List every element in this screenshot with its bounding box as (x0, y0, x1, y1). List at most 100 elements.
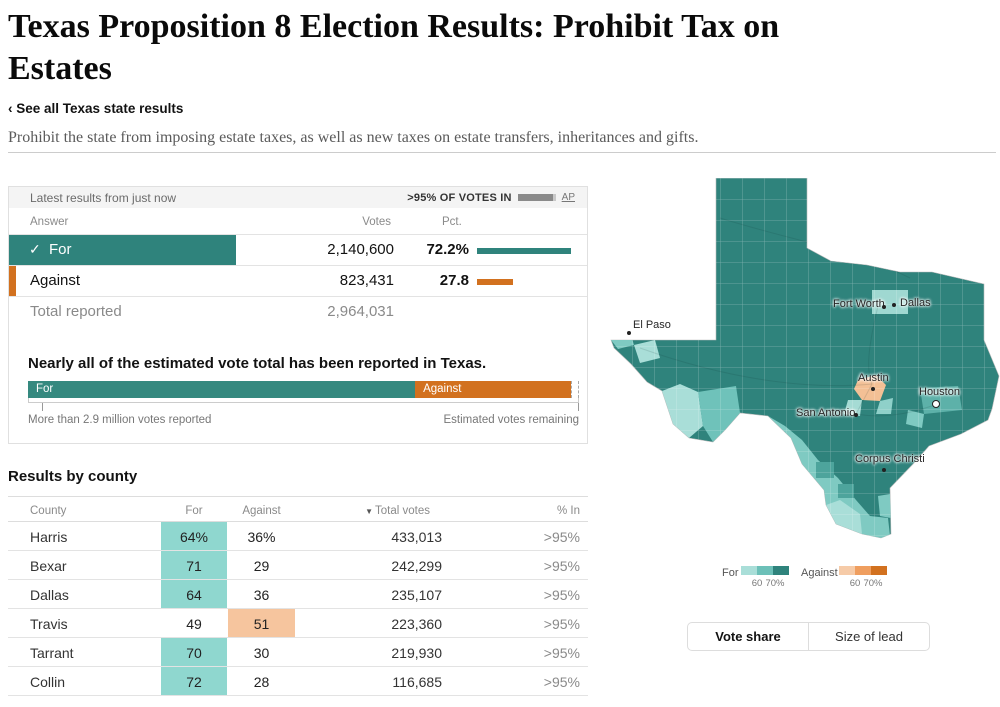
city-label: Austin (858, 372, 889, 384)
pct-in-cell: >95% (543, 587, 580, 603)
legend-swatch-against-1 (839, 566, 855, 575)
for-column-header[interactable]: For (185, 505, 203, 517)
for-pct-cell: 72 (161, 667, 227, 695)
estimate-section: Nearly all of the estimated vote total h… (28, 355, 579, 426)
city-marker (854, 413, 858, 417)
legend-swatch-for-2 (757, 566, 773, 575)
city-label: Houston (919, 386, 960, 398)
estimate-remaining-segment (571, 381, 579, 398)
city-label: El Paso (633, 319, 671, 331)
votes-in-label: >95% OF VOTES IN (407, 191, 512, 204)
city-marker (892, 303, 896, 307)
for-pct-bar (477, 248, 571, 254)
total-votes-cell: 219,930 (391, 645, 442, 661)
map-legend: For 60 70% Against 60 70% (695, 565, 915, 593)
sort-desc-icon: ▼ (365, 507, 374, 516)
total-votes-cell: 242,299 (391, 558, 442, 574)
page-title: Texas Proposition 8 Election Results: Pr… (8, 8, 780, 87)
answer-label: Against (30, 272, 81, 289)
latest-results-panel: Latest results from just now >95% OF VOT… (8, 186, 588, 444)
vote-share-button[interactable]: Vote share (688, 623, 808, 650)
city-label: San Antonio (796, 407, 856, 419)
for-votes-value: 2,140,600 (327, 241, 394, 258)
texas-map-svg[interactable] (610, 178, 1000, 565)
answer-column-header: Answer (30, 216, 69, 228)
total-reported-label: Total reported (30, 303, 122, 320)
county-results-table: County For Against ▼ Total votes % In Har… (8, 496, 588, 696)
for-pct-cell: 49 (186, 616, 202, 632)
legend-swatch-against-2 (855, 566, 871, 575)
pct-in-column-header[interactable]: % In (556, 505, 580, 517)
estimate-for-segment: For (28, 381, 416, 398)
legend-tick: 70% (765, 578, 785, 589)
ap-source-link[interactable]: AP (561, 192, 575, 203)
proposition-description: Prohibit the state from imposing estate … (8, 129, 699, 146)
legend-tick: 60 (849, 578, 861, 589)
back-to-state-results-link[interactable]: ‹ See all Texas state results (8, 101, 184, 116)
votes-in-meter-icon (517, 194, 556, 201)
pct-in-cell: >95% (543, 674, 580, 690)
against-pct-cell: 28 (253, 674, 270, 690)
pct-in-cell: >95% (543, 645, 580, 661)
against-pct-cell: 30 (253, 645, 270, 661)
against-pct-bar (477, 279, 514, 285)
result-row-for: ✓ For 2,140,600 72.2% (9, 235, 587, 266)
against-pct-cell: 51 (228, 609, 295, 637)
table-row: Travis 49 51 223,360 >95% (8, 609, 588, 638)
for-pct-value: 72.2% (426, 241, 469, 258)
estimate-against-segment: Against (415, 381, 571, 398)
total-votes-column-header[interactable]: ▼ Total votes (365, 505, 430, 517)
city-marker (882, 305, 886, 309)
for-pct-cell: 70 (161, 638, 227, 666)
estimate-heading: Nearly all of the estimated vote total h… (28, 355, 487, 372)
against-column-header[interactable]: Against (242, 505, 281, 517)
check-icon: ✓ (29, 241, 41, 257)
for-pct-cell: 71 (161, 551, 227, 579)
city-marker (871, 387, 875, 391)
city-label: Dallas (900, 297, 931, 309)
texas-county-map[interactable]: El Paso Fort Worth Dallas Austin Houston… (610, 178, 1000, 565)
against-pct-cell: 36 (253, 587, 270, 603)
table-row: Dallas 64 36 235,107 >95% (8, 580, 588, 609)
for-pct-cell: 64 (161, 580, 227, 608)
legend-tick: 70% (863, 578, 883, 589)
county-name: Dallas (30, 587, 69, 603)
size-of-lead-button[interactable]: Size of lead (809, 623, 929, 650)
pct-column-header: Pct. (442, 216, 462, 228)
city-label: Fort Worth (833, 298, 885, 310)
county-name: Tarrant (30, 645, 74, 661)
road-line (639, 347, 873, 387)
city-marker (627, 331, 631, 335)
table-row: Bexar 71 29 242,299 >95% (8, 551, 588, 580)
estimate-ticks (28, 403, 579, 412)
for-vote-share-bar (9, 235, 236, 265)
results-column-headers: Answer Votes Pct. (9, 208, 587, 235)
toggle-divider (808, 623, 809, 650)
legend-swatch-against-3 (871, 566, 887, 575)
tick-mark (42, 403, 43, 411)
pct-in-cell: >95% (543, 529, 580, 545)
county-name: Bexar (30, 558, 67, 574)
result-row-against: Against 823,431 27.8 (9, 266, 587, 297)
pct-in-cell: >95% (543, 558, 580, 574)
legend-swatch-for-1 (741, 566, 757, 575)
city-label: Corpus Christi (855, 453, 925, 465)
against-pct-cell: 29 (253, 558, 270, 574)
for-pct-cell: 64% (161, 522, 227, 550)
total-votes-cell: 223,360 (391, 616, 442, 632)
city-marker (882, 468, 886, 472)
county-column-header[interactable]: County (30, 505, 67, 517)
legend-for-label: For (722, 567, 739, 579)
table-row: Tarrant 70 30 219,930 >95% (8, 638, 588, 667)
against-pct-cell: 36% (247, 529, 276, 545)
pct-in-cell: >95% (543, 616, 580, 632)
result-row-total: Total reported 2,964,031 (9, 297, 587, 328)
votes-reported-note: More than 2.9 million votes reported (28, 414, 212, 426)
map-mode-toggle: Vote share Size of lead (687, 622, 930, 651)
against-votes-value: 823,431 (339, 272, 394, 289)
total-reported-value: 2,964,031 (327, 303, 394, 320)
county-name: Collin (30, 674, 66, 690)
county-results-heading: Results by county (8, 468, 138, 485)
legend-swatch-for-3 (773, 566, 789, 575)
results-topbar: Latest results from just now >95% OF VOT… (9, 187, 587, 208)
